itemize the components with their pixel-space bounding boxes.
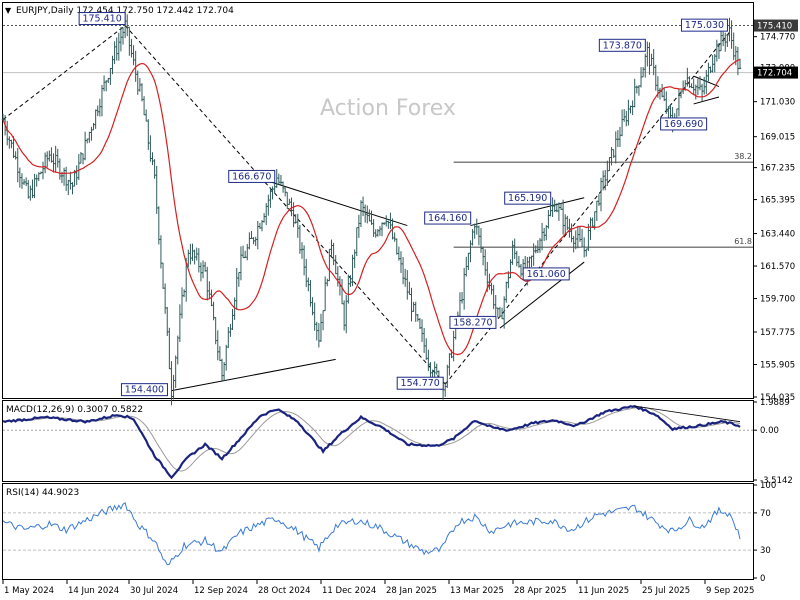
date-axis-label: 30 Jul 2024 <box>130 586 178 596</box>
macd-axis-label: 1.9889 <box>760 398 790 408</box>
reference-lines-layer: 38.2 61.8 <box>3 25 753 248</box>
price-label: 154.770 <box>401 378 440 389</box>
price-label: 165.190 <box>508 193 547 204</box>
price-axis-label: 154.035 <box>760 393 795 403</box>
trendline-support-rising <box>499 261 585 329</box>
date-axis-label: 28 Apr 2025 <box>514 586 567 596</box>
current-price-tag <box>754 66 798 79</box>
price-panel-header: EURJPY,Daily 172.454 172.750 172.442 172… <box>16 6 234 16</box>
axes-layer: 174.770173.000171.030169.015167.235165.3… <box>2 19 798 596</box>
trendline-dashed-down <box>124 25 446 385</box>
trendline-resistance-rising <box>470 197 585 227</box>
price-label: 154.400 <box>125 385 164 396</box>
price-axis-label: 155.905 <box>760 361 795 371</box>
macd-panel-header: MACD(12,26,9) 0.3007 0.5822 <box>6 405 143 415</box>
top-price-tag <box>754 19 798 32</box>
price-label: 158.270 <box>453 317 492 328</box>
rsi-axis-label: 100 <box>760 481 776 491</box>
price-label-box <box>522 267 570 281</box>
price-axis-label: 167.235 <box>760 164 795 174</box>
rsi-axis-label: 70 <box>760 509 771 519</box>
price-label-box <box>424 211 472 225</box>
price-label-box <box>449 315 497 329</box>
macd-main-line <box>2 405 741 480</box>
date-axis-label: 11 Dec 2024 <box>322 586 376 596</box>
date-axis-label: 28 Jan 2025 <box>386 586 437 596</box>
trendlines-layer <box>2 25 730 392</box>
trendline-dashed-left <box>2 25 126 120</box>
macd-axis-label: -3.5142 <box>760 476 793 486</box>
price-axis-label: 157.775 <box>760 328 795 338</box>
price-axis-label: 163.440 <box>760 230 795 240</box>
macd-panel-frame[interactable] <box>2 400 754 482</box>
current-price-tag-label: 172.704 <box>757 69 792 79</box>
fib-level-label: 61.8 <box>734 237 752 246</box>
date-axis-label: 12 Sep 2024 <box>194 586 248 596</box>
macd-divergence-line <box>634 405 741 423</box>
date-axis-label: 11 Jun 2025 <box>578 586 629 596</box>
macd-axis-label: 0.00 <box>760 426 779 436</box>
fib-level-label: 38.2 <box>734 152 752 161</box>
date-axis-label: 25 Jul 2025 <box>642 586 690 596</box>
moving-average-layer <box>2 58 741 356</box>
price-labels-layer: 175.410 154.400 166.670 154.770 164.160 158.2… <box>78 12 728 397</box>
price-label: 173.870 <box>603 40 642 51</box>
date-axis-label: 9 Sep 2025 <box>706 586 754 596</box>
price-label-box <box>660 117 708 131</box>
moving-average-line <box>2 58 741 356</box>
rsi-panel-header: RSI(14) 44.9023 <box>6 488 79 498</box>
price-label-box <box>396 376 444 390</box>
price-label-box <box>598 38 646 52</box>
price-label: 169.690 <box>664 119 703 130</box>
date-axis-label: 13 Mar 2025 <box>450 586 504 596</box>
date-axis-label: 1 May 2024 <box>4 586 54 596</box>
rsi-axis-label: 30 <box>760 546 771 556</box>
top-price-tag-label: 175.410 <box>757 22 792 32</box>
price-axis-label: 174.770 <box>760 33 795 43</box>
price-label: 175.030 <box>685 20 724 31</box>
price-label-box <box>680 18 728 32</box>
price-axis-label: 165.395 <box>760 196 795 206</box>
trendline-dashed-up <box>444 31 730 385</box>
rsi-lines-layer <box>2 502 753 566</box>
price-label-box <box>78 12 126 26</box>
macd-lines-layer <box>2 405 753 480</box>
price-label: 161.060 <box>527 269 566 280</box>
price-axis-label: 171.030 <box>760 98 795 108</box>
price-label-box <box>504 191 552 205</box>
rsi-axis-label: 0 <box>760 574 765 584</box>
date-axis-label: 14 Jun 2024 <box>68 586 119 596</box>
price-axis-label: 161.570 <box>760 262 795 272</box>
price-label-box <box>120 383 168 397</box>
symbol-dropdown-icon[interactable]: ▼ <box>5 6 12 15</box>
price-label: 164.160 <box>428 213 467 224</box>
price-bars-layer <box>1 11 742 406</box>
price-label-box <box>228 169 276 183</box>
triangle-lower-line <box>693 96 720 105</box>
price-axis-label: 159.700 <box>760 295 795 305</box>
price-panel-frame[interactable] <box>2 2 754 399</box>
price-label: 166.670 <box>232 171 271 182</box>
date-axis-label: 28 Oct 2024 <box>258 586 311 596</box>
price-axis-label: 169.015 <box>760 133 795 143</box>
rsi-line <box>2 502 741 566</box>
rsi-panel-frame[interactable] <box>2 483 754 580</box>
watermark-text: Action Forex <box>320 96 456 121</box>
trendline-support-lower <box>171 358 336 392</box>
price-label: 175.410 <box>82 14 121 25</box>
